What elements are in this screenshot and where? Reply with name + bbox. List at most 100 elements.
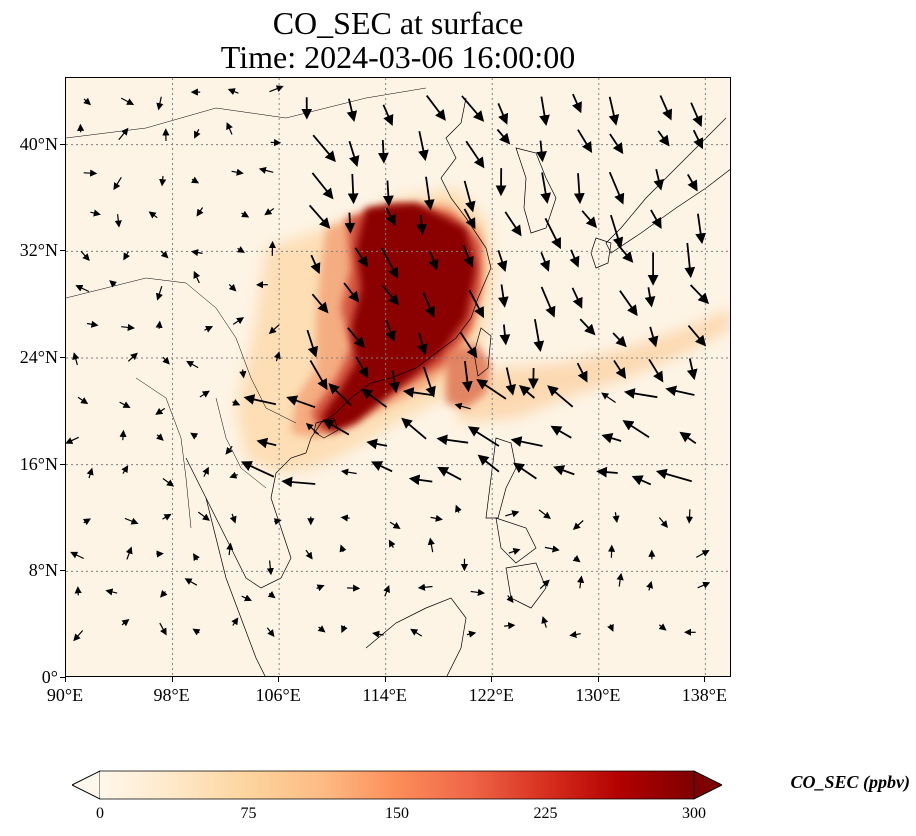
wind-arrow [613, 360, 627, 380]
wind-arrow [410, 628, 423, 637]
wind-arrow [623, 388, 658, 399]
map-plot-area [65, 77, 731, 677]
wind-arrow [273, 518, 282, 526]
lon-tick-label: 114°E [362, 685, 407, 705]
wind-arrow [695, 213, 707, 245]
border-laos [215, 397, 267, 489]
wind-arrow [70, 551, 84, 560]
lat-tick-mark [60, 570, 65, 572]
wind-arrow [347, 173, 359, 205]
wind-arrow [306, 329, 319, 358]
wind-arrow [199, 390, 210, 398]
wind-arrow [190, 249, 203, 257]
wind-arrow [427, 537, 435, 553]
wind-arrow [539, 579, 550, 590]
wind-arrow [159, 622, 167, 636]
lon-tick-mark [278, 677, 280, 682]
coastline-visayas [495, 517, 537, 564]
wind-arrow [125, 546, 133, 560]
wind-arrow [308, 204, 331, 229]
wind-arrow [225, 445, 233, 455]
wind-arrow [202, 466, 209, 477]
wind-arrow [544, 545, 560, 553]
wind-arrow [159, 175, 167, 187]
lon-tick-label: 122°E [468, 685, 514, 705]
wind-arrow [269, 85, 284, 93]
wind-arrow [576, 362, 588, 383]
wind-arrow [113, 176, 122, 191]
wind-arrow [86, 320, 99, 328]
wind-arrow [109, 280, 117, 288]
wind-arrow [544, 217, 561, 250]
wind-arrow [226, 542, 234, 556]
wind-arrow [461, 95, 485, 122]
wind-arrow [305, 549, 313, 560]
wind-arrow [461, 360, 473, 393]
wind-arrow [162, 513, 172, 521]
lat-tick-label: 8°N [28, 560, 58, 581]
wind-arrow [317, 625, 326, 633]
lon-tick-mark [491, 677, 493, 682]
wind-arrow [361, 388, 388, 408]
wind-arrow [340, 514, 350, 522]
wind-arrow [83, 97, 91, 106]
wind-arrow [596, 466, 618, 478]
wind-arrow [77, 396, 89, 405]
coastline-malay [205, 497, 266, 676]
lat-tick-label: 40°N [19, 133, 58, 154]
colorbar-gradient [100, 771, 694, 799]
wind-arrow [355, 356, 369, 379]
wind-arrow [422, 366, 436, 398]
wind-arrow [504, 622, 516, 630]
colorbar-extend-max [693, 770, 722, 800]
wind-arrow [370, 461, 393, 473]
wind-arrow [466, 630, 477, 638]
wind-arrow [231, 168, 244, 176]
wind-arrow [468, 289, 485, 319]
wind-arrow [476, 378, 507, 400]
wind-arrow [72, 352, 80, 366]
wind-arrow [160, 250, 169, 259]
wind-arrow [650, 209, 662, 230]
wind-arrow [119, 429, 127, 441]
wind-arrow [240, 461, 275, 478]
border-myanmar [135, 377, 192, 529]
wind-arrow [312, 134, 336, 163]
wind-arrow [463, 208, 476, 230]
wind-arrow [82, 518, 91, 526]
wind-arrow [266, 560, 274, 576]
lat-tick-mark [60, 463, 65, 465]
wind-arrow [316, 584, 325, 592]
wind-arrow [470, 588, 486, 596]
plume-taiwan [446, 343, 491, 408]
wind-arrow [510, 436, 543, 447]
wind-arrow [267, 591, 276, 599]
wind-arrow [455, 504, 462, 513]
wind-arrow [372, 630, 384, 638]
wind-arrow [229, 471, 238, 479]
wind-arrow [425, 95, 446, 121]
wind-arrow [204, 325, 214, 333]
wind-arrow [236, 246, 245, 253]
wind-arrow [155, 320, 163, 329]
chart-title: CO_SEC at surface [272, 5, 524, 41]
wind-arrow [191, 176, 200, 184]
wind-arrow [581, 210, 598, 229]
wind-arrow [382, 104, 394, 126]
wind-arrow [417, 583, 433, 591]
plume-pacific-streak [446, 308, 730, 423]
wind-arrow [105, 588, 118, 596]
wind-arrow [687, 173, 698, 192]
wind-arrow [646, 580, 654, 591]
wind-arrow [418, 131, 429, 162]
wind-arrow [346, 98, 358, 122]
wind-arrow [665, 385, 695, 397]
wind-arrow [679, 431, 697, 445]
wind-arrow [496, 250, 508, 273]
wind-arrow [86, 467, 94, 479]
wind-arrow [241, 210, 250, 218]
wind-arrow [348, 140, 360, 167]
wind-arrow [422, 292, 435, 318]
lat-tick-mark [60, 143, 65, 145]
wind-arrow [264, 208, 275, 216]
